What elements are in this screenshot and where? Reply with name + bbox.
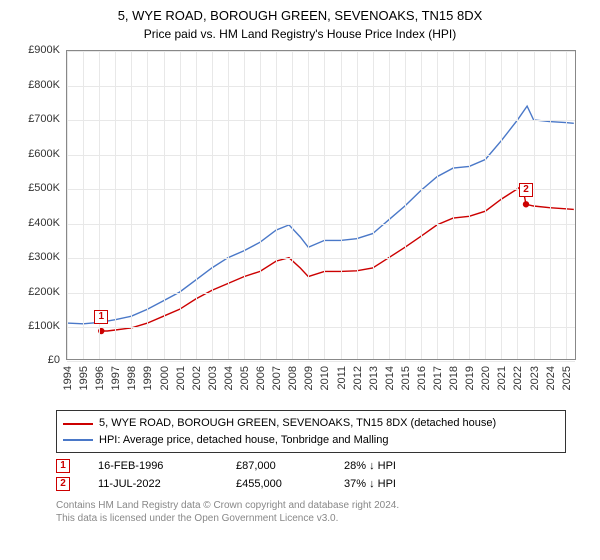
chart-subtitle: Price paid vs. HM Land Registry's House … (10, 27, 590, 43)
transaction-row-marker: 2 (56, 477, 70, 491)
y-axis-tick: £400K (20, 217, 64, 229)
legend-swatch (63, 439, 93, 441)
y-axis-tick: £200K (20, 286, 64, 298)
y-axis-tick: £600K (20, 148, 64, 160)
x-axis-tick: 2025 (561, 366, 595, 390)
chart-container: 5, WYE ROAD, BOROUGH GREEN, SEVENOAKS, T… (0, 0, 600, 560)
legend-label: 5, WYE ROAD, BOROUGH GREEN, SEVENOAKS, T… (99, 415, 496, 432)
transaction-price: £87,000 (236, 460, 316, 472)
chart-area: 12 £0£100K£200K£300K£400K£500K£600K£700K… (20, 50, 580, 400)
legend-box: 5, WYE ROAD, BOROUGH GREEN, SEVENOAKS, T… (56, 410, 566, 453)
y-axis-tick: £0 (20, 354, 64, 366)
transaction-date: 11-JUL-2022 (98, 478, 208, 490)
transaction-row: 1 16-FEB-1996 £87,000 28% ↓ HPI (56, 459, 590, 473)
chart-title: 5, WYE ROAD, BOROUGH GREEN, SEVENOAKS, T… (10, 8, 590, 25)
transaction-price: £455,000 (236, 478, 316, 490)
plot-region: 12 (66, 50, 576, 360)
legend-item: 5, WYE ROAD, BOROUGH GREEN, SEVENOAKS, T… (63, 415, 559, 432)
footer-line-2: This data is licensed under the Open Gov… (56, 512, 590, 525)
legend-label: HPI: Average price, detached house, Tonb… (99, 432, 388, 449)
transaction-row-marker: 1 (56, 459, 70, 473)
y-axis-tick: £500K (20, 182, 64, 194)
transactions-list: 1 16-FEB-1996 £87,000 28% ↓ HPI 2 11-JUL-2022… (10, 459, 590, 491)
transaction-delta: 37% ↓ HPI (344, 478, 396, 490)
legend-swatch (63, 423, 93, 425)
transaction-marker: 2 (519, 183, 533, 197)
transaction-marker: 1 (94, 310, 108, 324)
transaction-delta: 28% ↓ HPI (344, 460, 396, 472)
footer-attribution: Contains HM Land Registry data © Crown c… (56, 499, 590, 525)
y-axis-tick: £300K (20, 251, 64, 263)
y-axis-tick: £100K (20, 320, 64, 332)
y-axis-tick: £900K (20, 44, 64, 56)
y-axis-tick: £700K (20, 113, 64, 125)
y-axis-tick: £800K (20, 79, 64, 91)
transaction-point (523, 202, 529, 208)
legend-item: HPI: Average price, detached house, Tonb… (63, 432, 559, 449)
footer-line-1: Contains HM Land Registry data © Crown c… (56, 499, 590, 512)
transaction-date: 16-FEB-1996 (98, 460, 208, 472)
transaction-row: 2 11-JUL-2022 £455,000 37% ↓ HPI (56, 477, 590, 491)
